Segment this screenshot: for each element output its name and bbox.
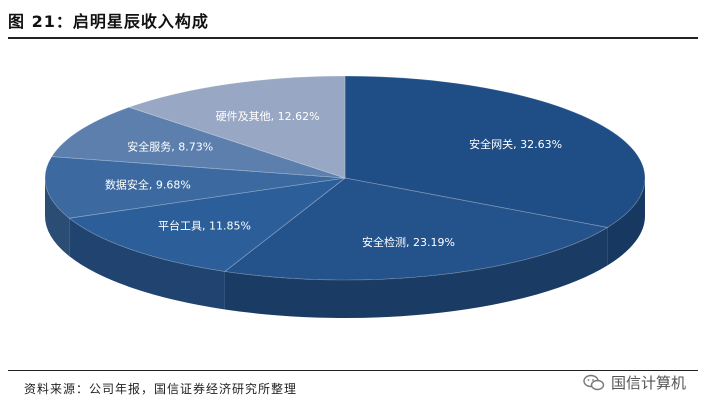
pie-slice-0 — [344, 75, 646, 228]
watermark: 国信计算机 — [583, 372, 686, 393]
pie-side-2 — [69, 218, 225, 310]
pie-slice-4 — [51, 106, 346, 179]
pie-side-3 — [45, 178, 70, 257]
slice-label-3: 数据安全, 9.68% — [105, 177, 191, 191]
slice-label-0: 安全网关, 32.63% — [469, 137, 562, 151]
pie-chart: 安全网关, 32.63% 安全检测, 23.19% 平台工具, 11.85% 数据安全… — [44, 75, 646, 319]
pie-slice-3 — [44, 156, 346, 219]
slice-label-5: 硬件及其他, 12.62% — [216, 110, 320, 123]
title-divider — [8, 37, 698, 39]
watermark-text: 国信计算机 — [610, 374, 686, 392]
footer-divider — [8, 370, 698, 371]
pie-labels: 安全网关, 32.63% 安全检测, 23.19% 平台工具, 11.85% 数据安全… — [105, 110, 562, 249]
pie-slice-1 — [223, 177, 609, 281]
pie-depth — [45, 178, 645, 319]
pie-side-0 — [607, 178, 645, 266]
pie-side-1 — [224, 227, 608, 319]
pie-slice-2 — [68, 177, 347, 272]
figure-title: 图 21：启明星辰收入构成 — [8, 12, 209, 31]
pie-slices — [44, 75, 646, 281]
source-note: 资料来源：公司年报，国信证券经济研究所整理 — [24, 382, 298, 396]
pie-slice-5 — [127, 75, 346, 179]
slice-label-1: 安全检测, 23.19% — [362, 235, 455, 249]
slice-label-4: 安全服务, 8.73% — [127, 139, 213, 153]
wechat-icon — [583, 374, 605, 390]
slice-label-2: 平台工具, 11.85% — [158, 218, 251, 232]
